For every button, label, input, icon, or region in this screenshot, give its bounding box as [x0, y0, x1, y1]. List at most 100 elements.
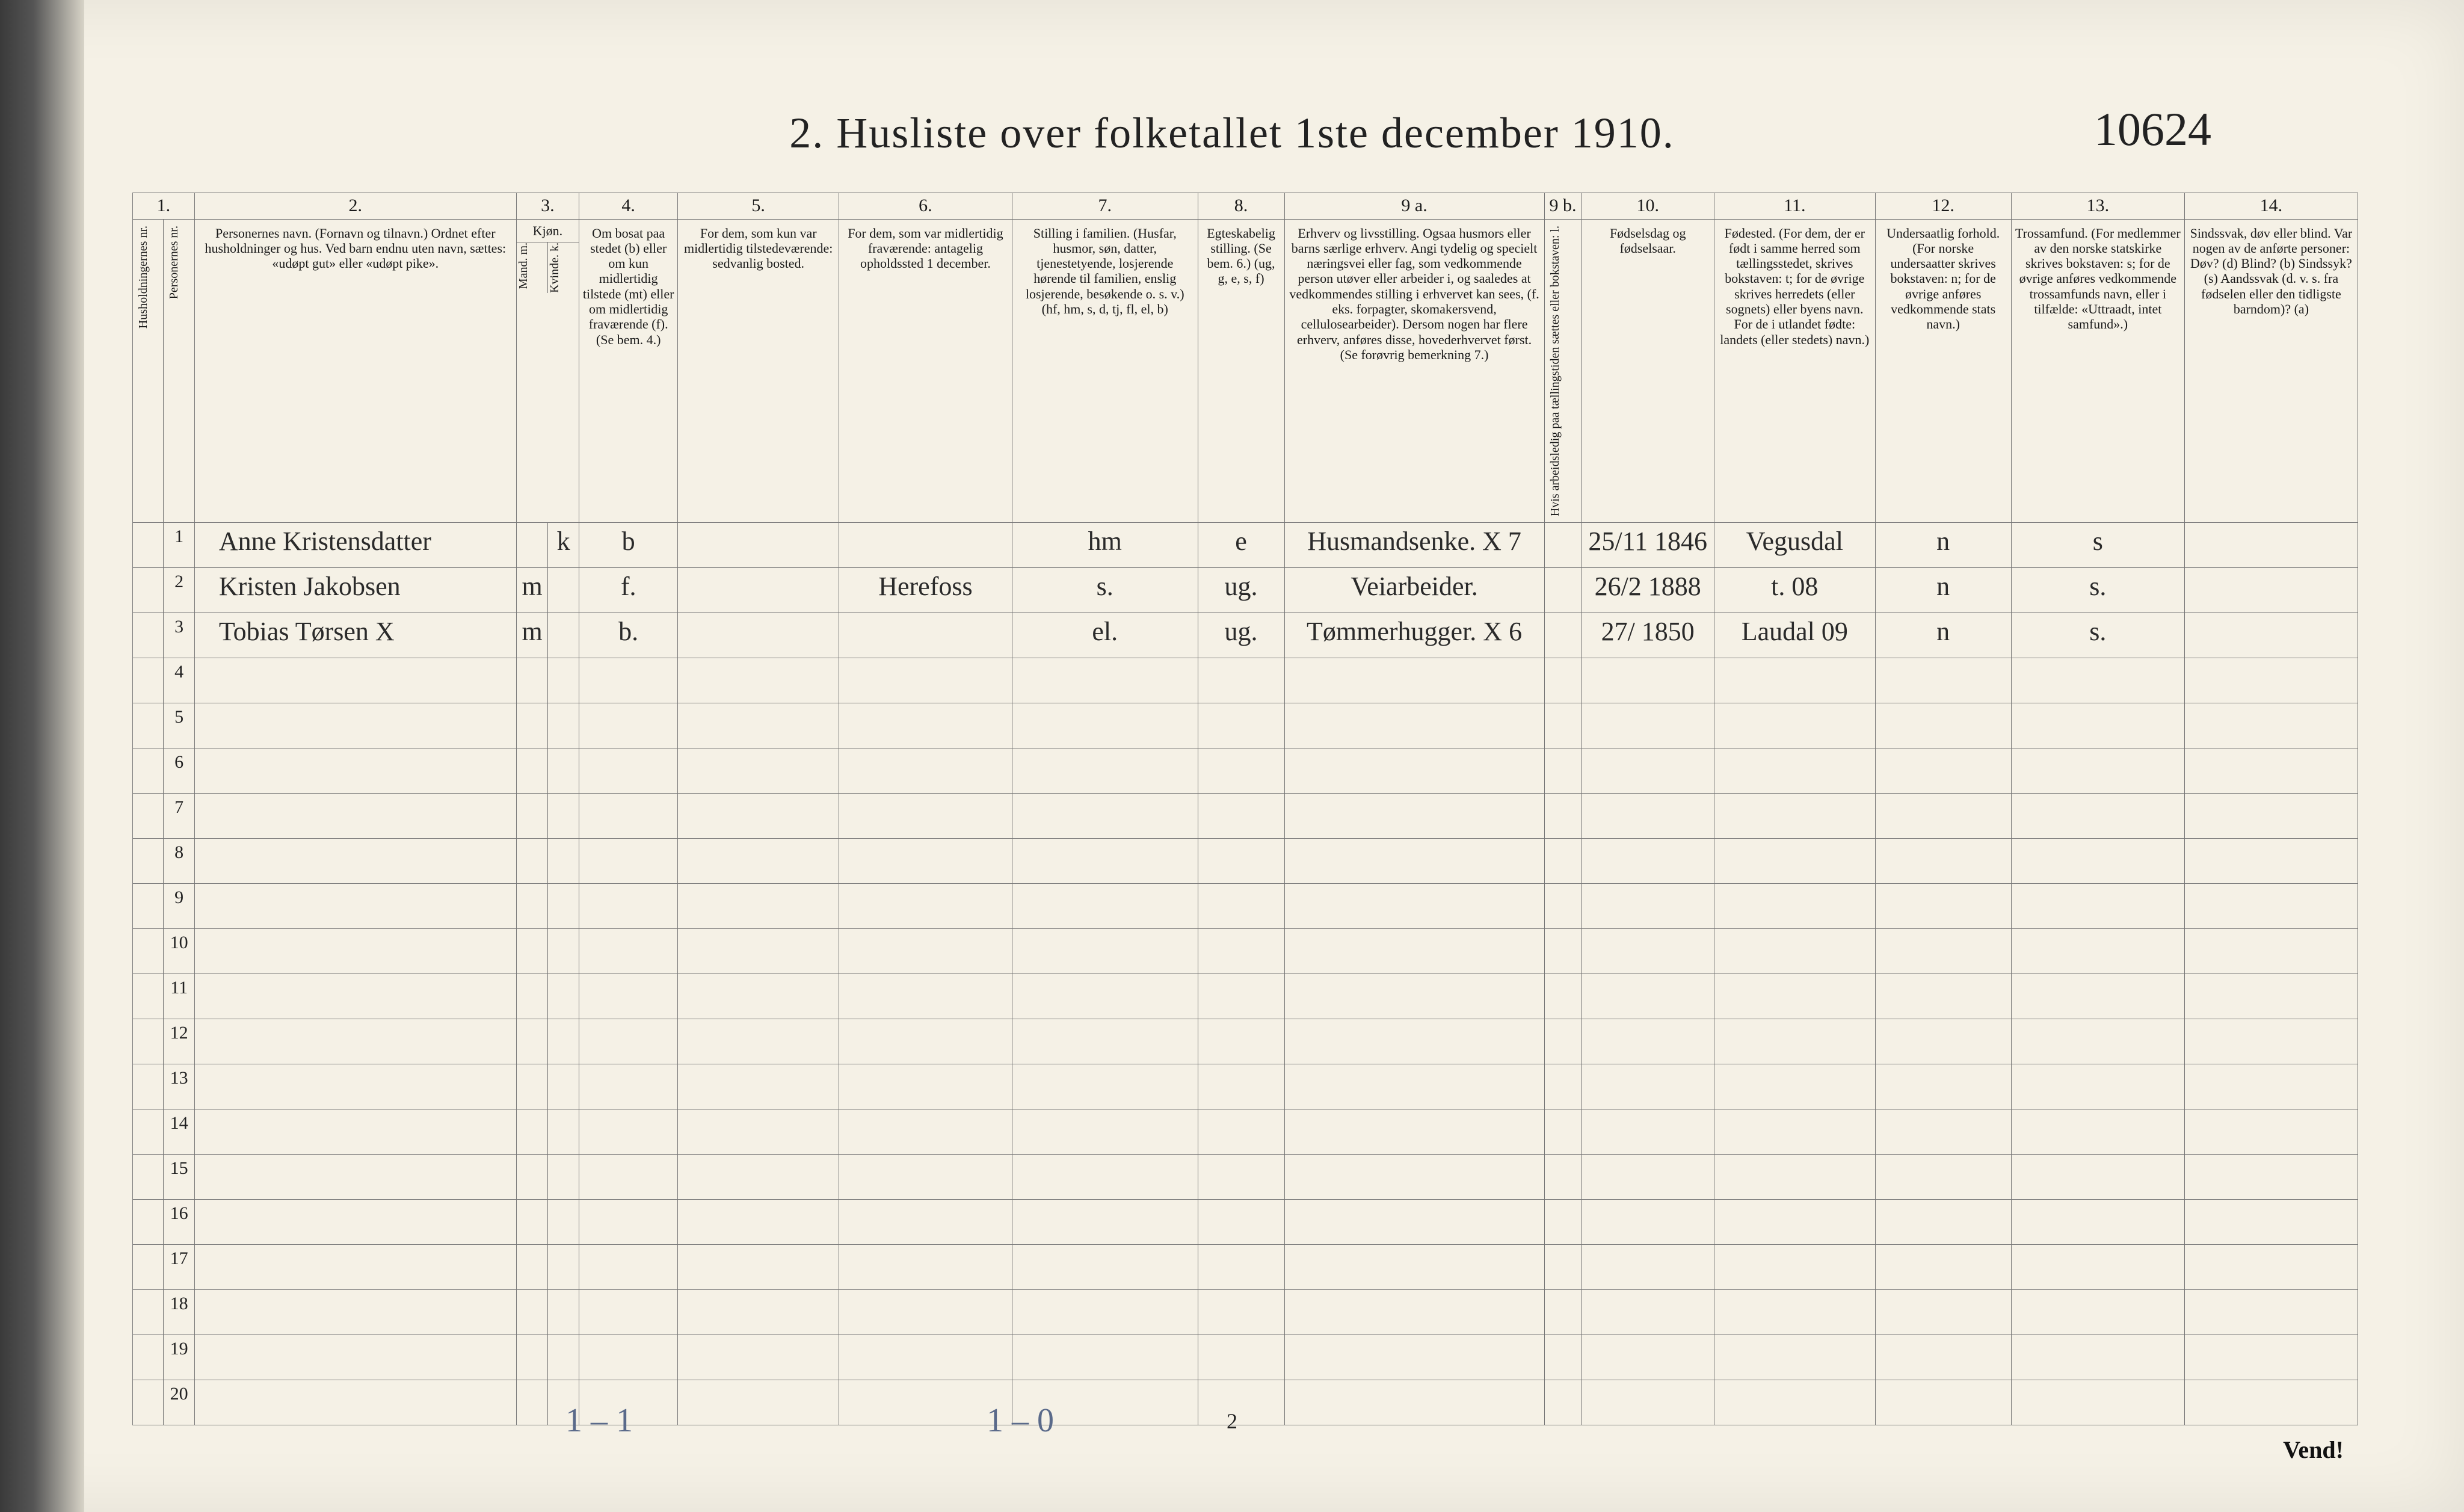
cell [2184, 1064, 2358, 1109]
cell [1714, 793, 1875, 838]
cell [548, 613, 579, 658]
cell: hm [1012, 522, 1198, 567]
cell [194, 1289, 516, 1335]
cell [1198, 1199, 1284, 1244]
cell [1198, 838, 1284, 883]
cell [839, 1019, 1012, 1064]
cell [194, 1335, 516, 1380]
cell [2184, 658, 2358, 703]
cell: b [579, 522, 678, 567]
cell [579, 838, 678, 883]
table-row: 10 [133, 928, 2358, 974]
cell [133, 522, 164, 567]
cell [839, 522, 1012, 567]
cell [2011, 793, 2184, 838]
cell: Tømmerhugger. X 6 [1284, 613, 1544, 658]
cell: Laudal 09 [1714, 613, 1875, 658]
cell: m [516, 613, 548, 658]
cell [678, 613, 839, 658]
cell [2011, 1335, 2184, 1380]
cell [548, 974, 579, 1019]
cell [133, 703, 164, 748]
cell [1875, 838, 2011, 883]
table-row: 2Kristen Jakobsenmf.Herefosss.ug.Veiarbe… [133, 567, 2358, 613]
cell: 19 [164, 1335, 194, 1380]
cell: Anne Kristensdatter [194, 522, 516, 567]
cell [2011, 1109, 2184, 1154]
cell [194, 793, 516, 838]
h13: Trossamfund. (For medlemmer av den norsk… [2011, 219, 2184, 522]
colnum-13: 13. [2011, 193, 2184, 220]
cell: 12 [164, 1019, 194, 1064]
cell [133, 748, 164, 793]
cell: 16 [164, 1199, 194, 1244]
cell [133, 883, 164, 928]
cell [516, 1380, 548, 1425]
cell [548, 567, 579, 613]
cell [548, 793, 579, 838]
cell [1284, 1289, 1544, 1335]
cell [194, 1154, 516, 1199]
cell [1012, 1199, 1198, 1244]
cell: 5 [164, 703, 194, 748]
cell [1714, 658, 1875, 703]
cell [133, 974, 164, 1019]
cell: 17 [164, 1244, 194, 1289]
table-row: 15 [133, 1154, 2358, 1199]
cell [1582, 658, 1714, 703]
cell [516, 1335, 548, 1380]
cell [1582, 1064, 1714, 1109]
cell [678, 838, 839, 883]
cell [1012, 1289, 1198, 1335]
cell [516, 793, 548, 838]
cell [133, 658, 164, 703]
cell [1714, 1335, 1875, 1380]
cell [579, 974, 678, 1019]
cell: 6 [164, 748, 194, 793]
cell [548, 1335, 579, 1380]
cell [579, 658, 678, 703]
cell [2184, 1289, 2358, 1335]
cell [1544, 658, 1582, 703]
cell: 4 [164, 658, 194, 703]
cell [1714, 928, 1875, 974]
cell [1544, 838, 1582, 883]
cell [1544, 883, 1582, 928]
cell [1198, 883, 1284, 928]
cell [516, 703, 548, 748]
cell [1012, 658, 1198, 703]
cell [1875, 974, 2011, 1019]
cell [1284, 883, 1544, 928]
cell [2011, 1289, 2184, 1335]
h11: Fødested. (For dem, der er født i samme … [1714, 219, 1875, 522]
cell [1875, 928, 2011, 974]
cell [516, 974, 548, 1019]
cell [579, 1019, 678, 1064]
cell [548, 928, 579, 974]
cell [839, 658, 1012, 703]
table-row: 5 [133, 703, 2358, 748]
h12: Undersaatlig forhold. (For norske unders… [1875, 219, 2011, 522]
cell [2184, 974, 2358, 1019]
cell [1714, 748, 1875, 793]
table-row: 7 [133, 793, 2358, 838]
cell [1544, 1289, 1582, 1335]
cell [1284, 838, 1544, 883]
cell [1582, 1244, 1714, 1289]
h2: Personernes navn. (Fornavn og tilnavn.) … [194, 219, 516, 522]
cell [1198, 1380, 1284, 1425]
cell [194, 974, 516, 1019]
cell [1012, 1335, 1198, 1380]
cell [1284, 1019, 1544, 1064]
footer-page-number: 2 [1227, 1409, 1237, 1434]
cell: 2 [164, 567, 194, 613]
cell [1284, 1064, 1544, 1109]
cell [516, 928, 548, 974]
cell [678, 1154, 839, 1199]
cell [2184, 613, 2358, 658]
cell [1198, 928, 1284, 974]
cell [678, 522, 839, 567]
cell: Vegusdal [1714, 522, 1875, 567]
cell [678, 1199, 839, 1244]
cell [1714, 1019, 1875, 1064]
